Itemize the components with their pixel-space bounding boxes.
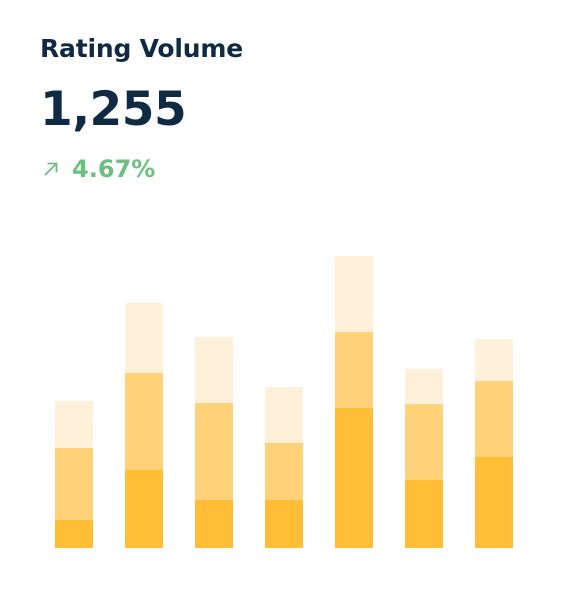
bar-5-segment-1 xyxy=(335,408,373,548)
trend-value: 4.67% xyxy=(72,155,156,183)
bar-7-cap xyxy=(475,339,513,345)
bar-5-segment-2 xyxy=(335,332,373,408)
bar-7-segment-2 xyxy=(475,381,513,457)
widget-title: Rating Volume xyxy=(40,34,243,63)
total-metric: 1,255 xyxy=(40,82,187,137)
bar-7-segment-1 xyxy=(475,457,513,548)
bar-stack-6 xyxy=(405,369,443,548)
bar-stack-5 xyxy=(335,256,373,548)
bar-6-cap xyxy=(405,369,443,375)
bar-stack-2 xyxy=(125,303,163,548)
bar-3-segment-3 xyxy=(195,337,233,403)
bar-7-segment-3 xyxy=(475,339,513,381)
bar-1-cap xyxy=(55,401,93,407)
bar-6-segment-2 xyxy=(405,404,443,480)
bar-6-segment-1 xyxy=(405,480,443,548)
bar-5-segment-3 xyxy=(335,256,373,332)
bar-2-segment-2 xyxy=(125,373,163,470)
bar-1-segment-3 xyxy=(55,401,93,448)
bar-4-cap xyxy=(265,387,303,393)
bar-stack-7 xyxy=(475,339,513,548)
bar-5-cap xyxy=(335,256,373,262)
bar-2-cap xyxy=(125,303,163,309)
trend-indicator: 4.67% xyxy=(40,155,155,183)
bar-stack-4 xyxy=(265,387,303,548)
bar-2-segment-1 xyxy=(125,470,163,548)
bar-3-cap xyxy=(195,337,233,343)
bar-1-segment-1 xyxy=(55,520,93,548)
bar-stack-3 xyxy=(195,337,233,548)
bar-2-segment-3 xyxy=(125,303,163,373)
bar-stack-1 xyxy=(55,401,93,548)
bar-3-segment-1 xyxy=(195,500,233,548)
bar-3-segment-2 xyxy=(195,403,233,500)
bar-4-segment-2 xyxy=(265,443,303,500)
arrow-up-right-icon xyxy=(44,162,58,176)
bar-1-segment-2 xyxy=(55,448,93,520)
bar-4-segment-1 xyxy=(265,500,303,548)
bar-4-segment-3 xyxy=(265,387,303,443)
